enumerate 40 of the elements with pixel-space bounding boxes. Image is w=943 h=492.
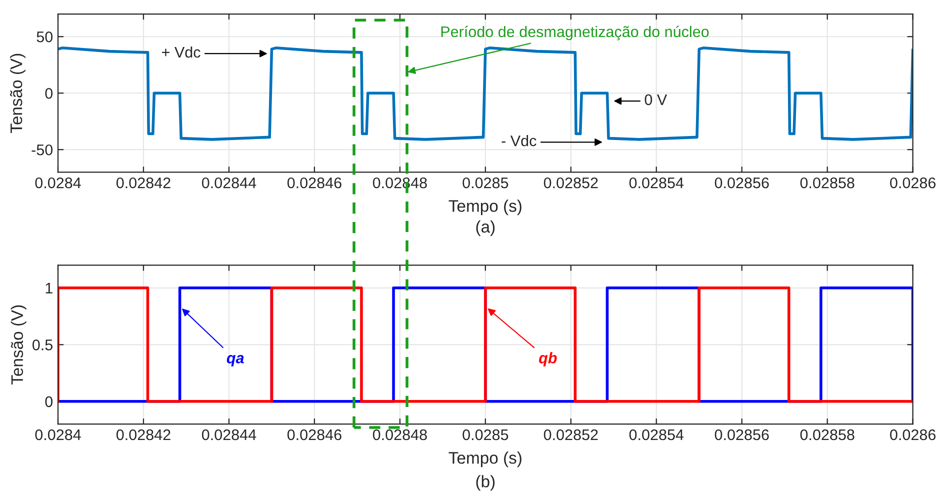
x-tick-label: 0.02848 bbox=[372, 177, 427, 188]
y-tick-label: 50 bbox=[36, 31, 53, 42]
x-tick-label: 0.02846 bbox=[287, 429, 342, 440]
x-tick-label: 0.02856 bbox=[714, 429, 769, 440]
y-axis-title: Tensão (V) bbox=[10, 54, 26, 134]
x-tick-label: 0.0284 bbox=[35, 177, 81, 188]
series-label: qb bbox=[539, 352, 557, 366]
series-label: qa bbox=[226, 355, 244, 366]
x-tick-label: 0.02842 bbox=[116, 429, 170, 440]
annotation: - Vdc bbox=[502, 135, 536, 146]
y-tick-label: 0.5 bbox=[32, 340, 52, 350]
x-tick-label: 0.02844 bbox=[202, 429, 256, 440]
x-tick-label: 0.0285 bbox=[462, 429, 508, 440]
annotation: + Vdc bbox=[162, 46, 200, 58]
x-tick-label: 0.02844 bbox=[202, 177, 256, 188]
y-axis-title: Tensão (V) bbox=[10, 305, 26, 385]
text: (a) bbox=[476, 220, 495, 236]
x-tick-label: 0.02846 bbox=[287, 177, 342, 188]
x-tick-label: 0.02848 bbox=[372, 429, 427, 440]
x-axis-title: Tempo (s) bbox=[448, 452, 522, 468]
x-tick-label: 0.0285 bbox=[462, 177, 508, 188]
x-tick-label: 0.02856 bbox=[714, 177, 769, 188]
annotation: 0 V bbox=[644, 94, 668, 106]
y-tick-label: 0 bbox=[45, 88, 53, 99]
x-axis-title: Tempo (s) bbox=[448, 200, 522, 216]
x-tick-label: 0.02858 bbox=[800, 429, 854, 440]
x-tick-label: 0.02858 bbox=[800, 177, 854, 188]
y-tick-label: 1 bbox=[46, 282, 52, 294]
y-tick-label: 0 bbox=[45, 396, 53, 408]
x-tick-label: 0.0286 bbox=[890, 177, 936, 188]
x-tick-label: 0.02854 bbox=[629, 429, 684, 440]
x-tick-label: 0.02842 bbox=[116, 177, 170, 188]
y-tick-label: -50 bbox=[32, 144, 53, 156]
text: (b) bbox=[476, 475, 495, 491]
annotation: Período de desmagnetização do núcleo bbox=[441, 26, 709, 40]
x-tick-label: 0.02854 bbox=[629, 177, 684, 188]
x-tick-label: 0.0286 bbox=[890, 429, 936, 440]
x-tick-label: 0.0284 bbox=[35, 429, 81, 440]
x-tick-label: 0.02852 bbox=[544, 177, 598, 188]
x-tick-label: 0.02852 bbox=[544, 429, 598, 440]
